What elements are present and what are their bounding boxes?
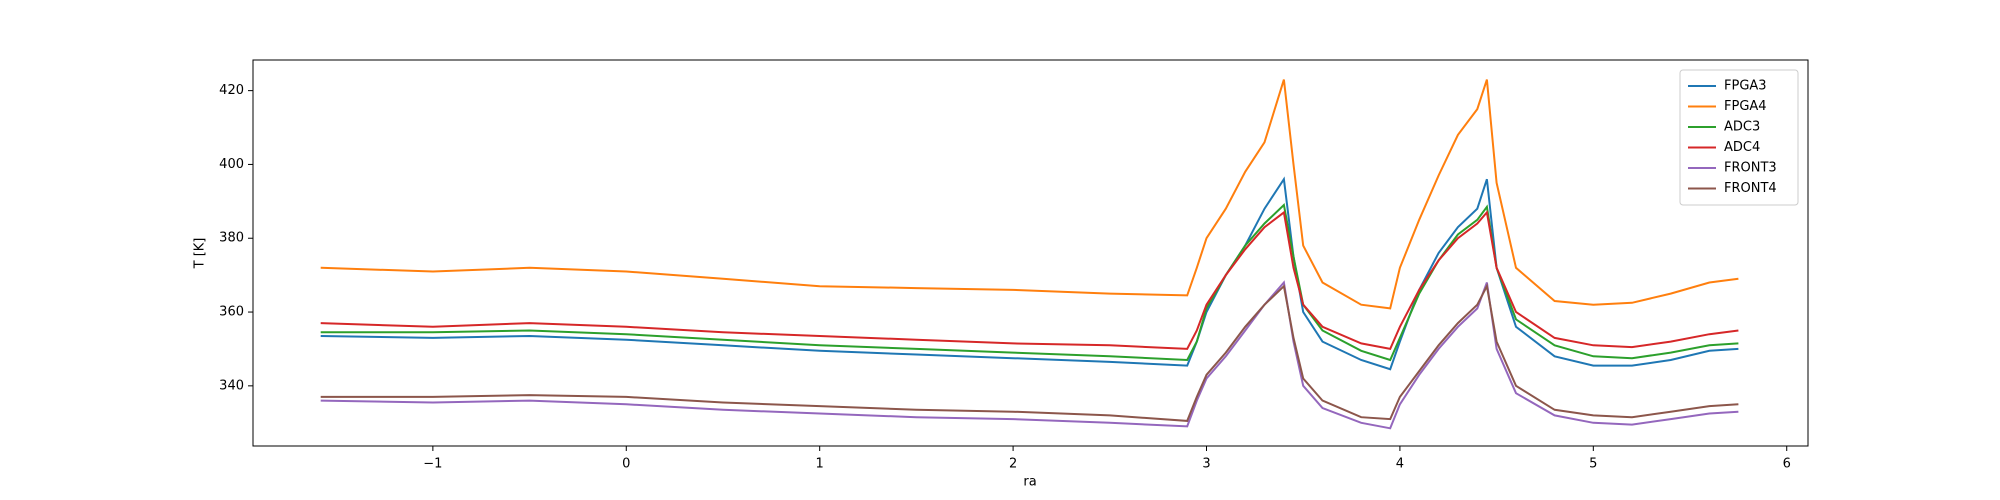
y-axis-label: T [K] — [193, 238, 208, 270]
legend-label: ADC4 — [1724, 140, 1760, 155]
x-tick-label: −1 — [423, 457, 442, 472]
legend-box — [1679, 69, 1799, 206]
y-tick-label: 400 — [219, 157, 244, 172]
y-tick-label: 420 — [219, 83, 244, 98]
x-tick-label: 6 — [1783, 457, 1791, 472]
y-tick-label: 340 — [219, 378, 244, 393]
y-tick-label: 360 — [219, 305, 244, 320]
x-tick-label: 5 — [1589, 457, 1597, 472]
line — [320, 280, 1739, 430]
x-tick-label: 0 — [622, 457, 630, 472]
x-axis-label: ra — [1023, 475, 1036, 490]
y-tick-label: 380 — [219, 231, 244, 246]
x-tick-label: 2 — [1009, 457, 1017, 472]
plot-frame — [252, 59, 1809, 447]
line — [320, 283, 1739, 422]
x-tick-label: 1 — [816, 457, 824, 472]
legend-label: FRONT3 — [1724, 161, 1777, 176]
legend-label: ADC3 — [1724, 120, 1760, 135]
x-tick-label: 4 — [1396, 457, 1404, 472]
legend-label: FPGA4 — [1724, 99, 1767, 114]
legend-label: FRONT4 — [1724, 181, 1777, 196]
line — [320, 210, 1739, 351]
legend-label: FPGA3 — [1724, 79, 1767, 94]
x-tick-label: 3 — [1202, 457, 1210, 472]
line — [320, 176, 1739, 371]
line — [320, 79, 1739, 310]
